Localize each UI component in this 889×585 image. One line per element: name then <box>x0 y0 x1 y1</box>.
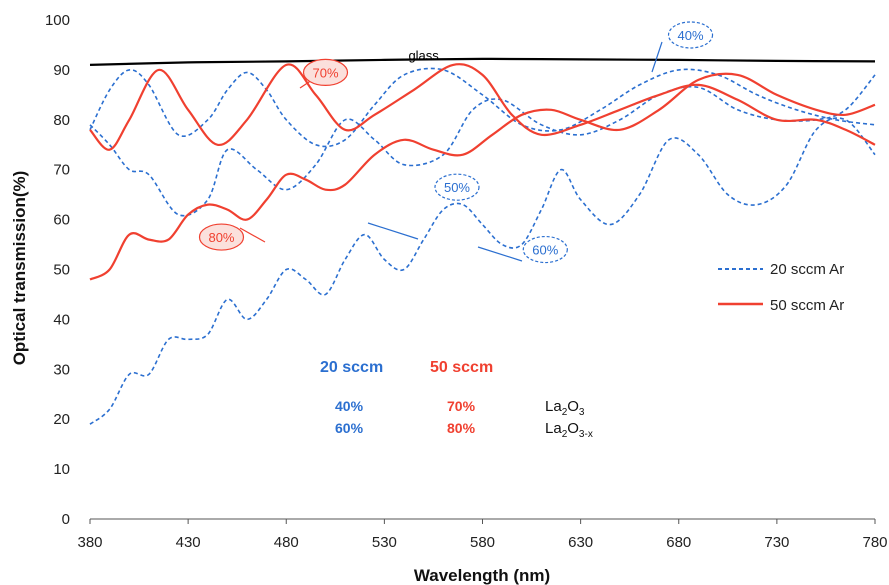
annotation-ellipse <box>302 58 349 86</box>
annotation-label: 40% <box>678 28 704 43</box>
annotation-layer: glass 40% 70% 50% 80% 60% <box>198 21 714 264</box>
y-tick-label: 40 <box>53 311 70 328</box>
x-tick-label: 780 <box>862 534 887 551</box>
x-tick-label: 730 <box>764 534 789 551</box>
y-tick-label: 60 <box>53 212 70 229</box>
x-tick-label: 530 <box>372 534 397 551</box>
y-tick-label: 10 <box>53 461 70 478</box>
annotation-leader <box>651 41 663 73</box>
annotation-label: 50% <box>444 180 470 195</box>
series-line-20sccm-2 <box>89 74 876 217</box>
y-axis-ticks: 0 10 20 30 40 50 60 70 80 90 100 <box>45 12 70 528</box>
y-tick-label: 90 <box>53 62 70 79</box>
x-tick-label: 380 <box>77 534 102 551</box>
y-tick-label: 0 <box>62 511 70 528</box>
series-line-20sccm-3 <box>89 117 876 425</box>
table-header-50sccm: 50 sccm <box>430 359 493 376</box>
legend: 20 sccm Ar 50 sccm Ar <box>718 261 844 314</box>
annotation-label: glass <box>408 48 439 63</box>
series-layer <box>89 57 876 425</box>
annotation-ellipse <box>522 235 568 264</box>
x-tick-label: 680 <box>666 534 691 551</box>
table-row-2-blue: 60% <box>335 420 364 436</box>
series-line-50sccm-5 <box>89 72 876 281</box>
annotation-leader <box>477 246 523 262</box>
y-tick-label: 50 <box>53 262 70 279</box>
y-axis-title: Optical transmission(%) <box>10 171 29 366</box>
table-header-20sccm: 20 sccm <box>320 359 383 376</box>
x-axis-ticks: 380 430 480 530 580 630 680 730 780 <box>77 519 888 551</box>
x-tick-label: 480 <box>274 534 299 551</box>
table-row-1-red: 70% <box>447 398 476 414</box>
annotation-label: 70% <box>312 65 338 80</box>
series-line-20sccm-1 <box>89 67 876 148</box>
y-tick-label: 80 <box>53 112 70 129</box>
table-row-1-blue: 40% <box>335 398 364 414</box>
annotation-leader <box>239 227 266 243</box>
y-tick-label: 70 <box>53 162 70 179</box>
annotation-label: 60% <box>532 243 558 258</box>
x-tick-label: 580 <box>470 534 495 551</box>
legend-label-20sccm: 20 sccm Ar <box>770 261 844 278</box>
series-line-50sccm-4 <box>89 63 876 151</box>
annotation-ellipse <box>434 173 480 201</box>
y-tick-label: 30 <box>53 361 70 378</box>
formula-la2o3: La2O3 <box>545 398 585 418</box>
formula-la2o3-x: La2O3-x <box>545 420 593 440</box>
y-tick-label: 20 <box>53 411 70 428</box>
x-tick-label: 630 <box>568 534 593 551</box>
legend-label-50sccm: 50 sccm Ar <box>770 297 844 314</box>
y-tick-label: 100 <box>45 12 70 29</box>
series-line-glass-0 <box>89 57 876 66</box>
annotation-ellipse <box>198 223 245 251</box>
table-row-2-red: 80% <box>447 420 476 436</box>
x-axis-title: Wavelength (nm) <box>414 566 550 585</box>
x-tick-label: 430 <box>176 534 201 551</box>
annotation-leader <box>367 222 419 240</box>
annotation-label: 80% <box>208 230 234 245</box>
annotation-ellipse <box>667 21 714 49</box>
composition-table: 20 sccm 50 sccm 40% 70% La2O3 60% 80% La… <box>320 359 593 440</box>
